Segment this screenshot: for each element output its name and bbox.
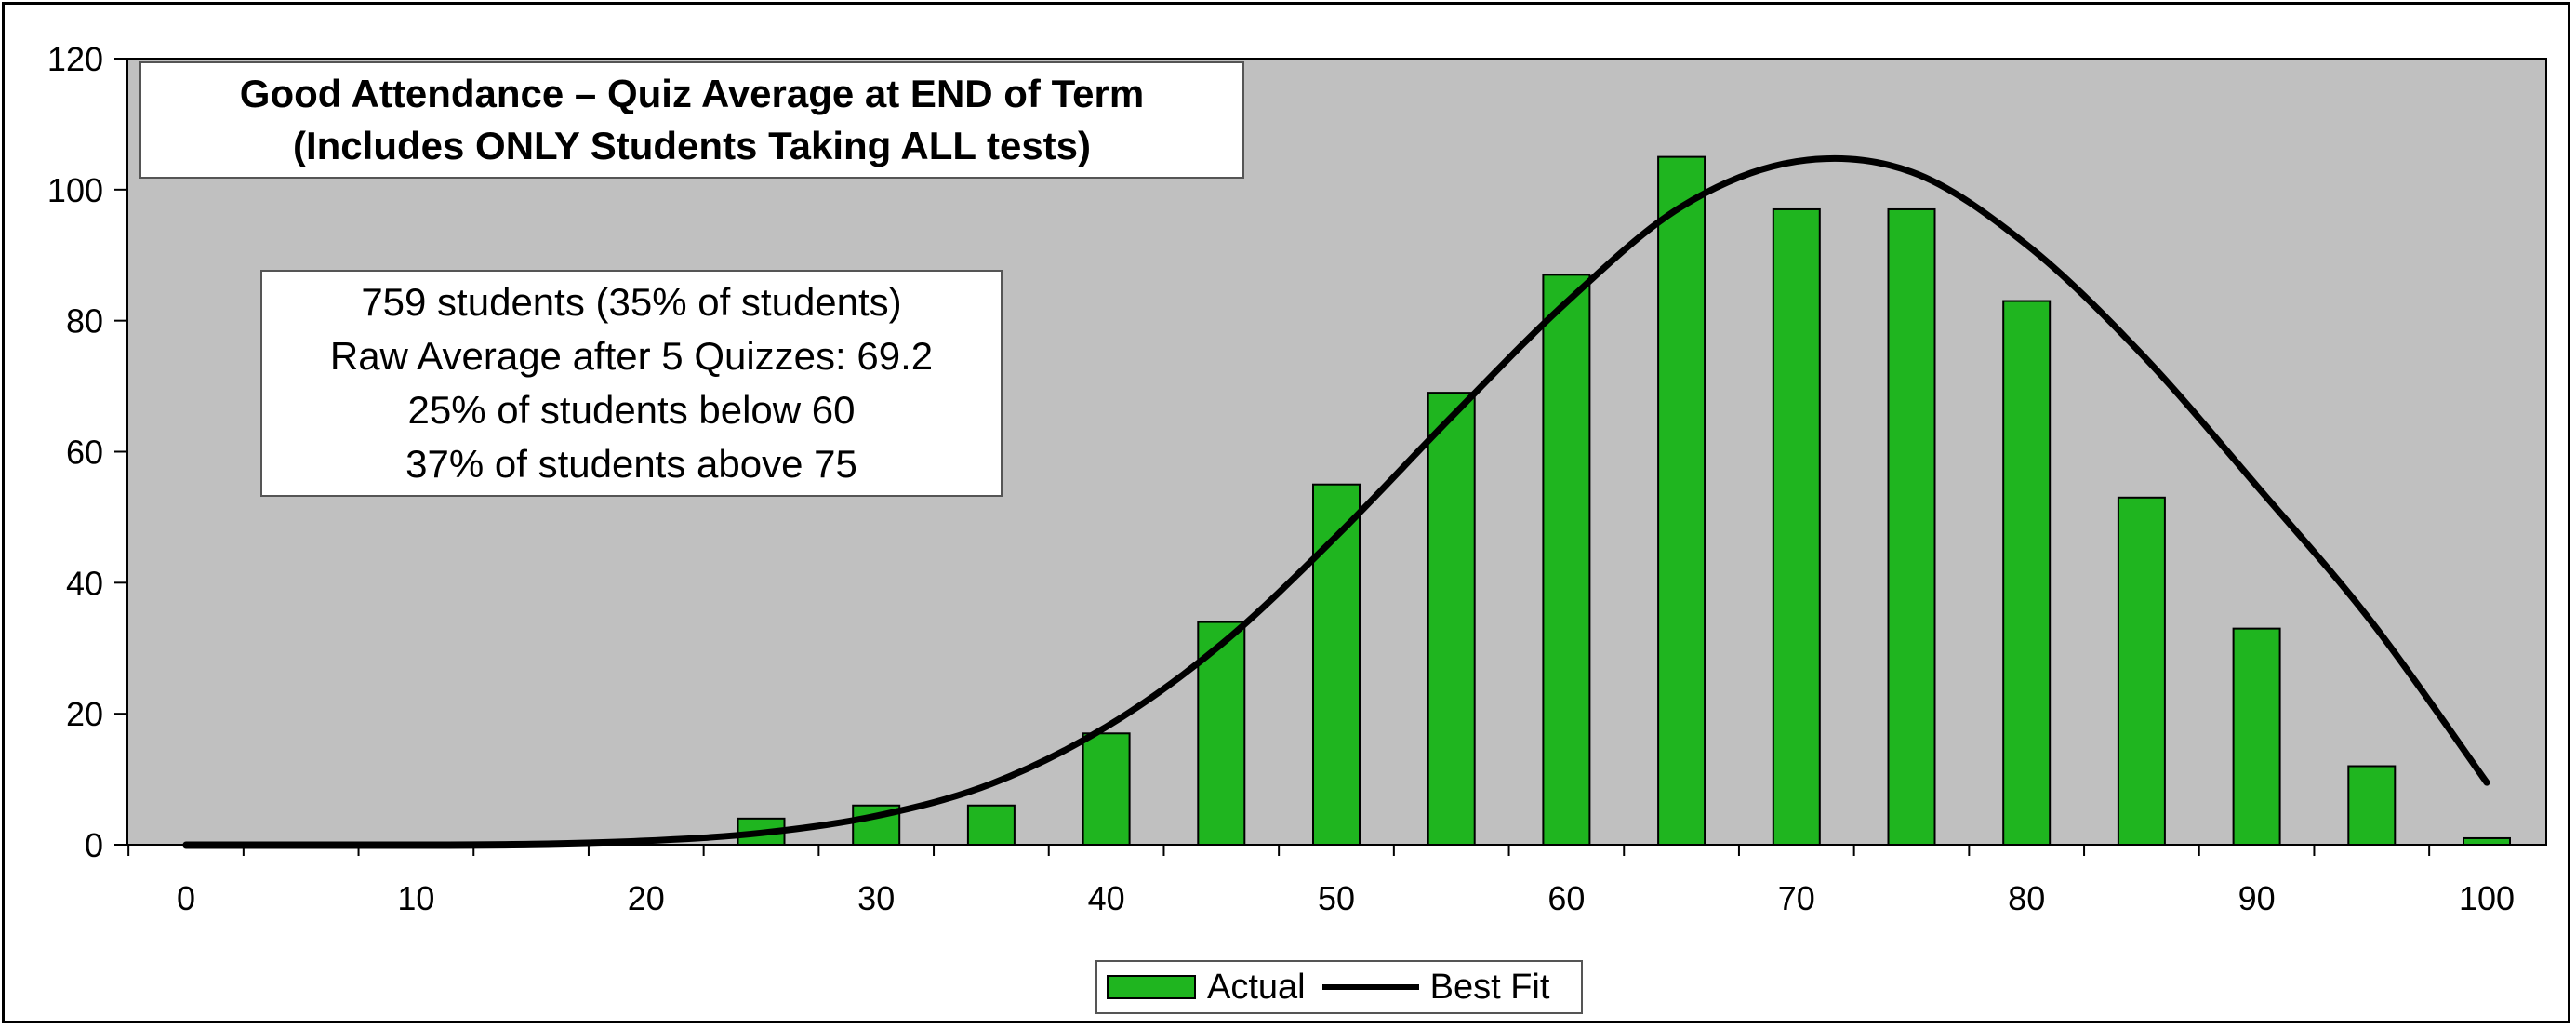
legend-swatch-actual [1107,975,1196,999]
bar-actual [1427,392,1476,846]
y-tick-label: 60 [66,434,103,472]
x-tick-label: 0 [177,879,195,917]
y-tick-label: 40 [66,564,103,602]
y-tick-label: 100 [47,171,103,209]
bar-actual [2002,300,2052,846]
y-axis: 0 20 40 60 80 100 120 [47,40,128,864]
x-tick-label: 90 [2238,879,2276,917]
annotation-line: 759 students (35% of students) [361,280,902,324]
annotation-line: 25% of students below 60 [407,388,856,432]
bar-actual [2347,765,2397,846]
y-tick-label: 20 [66,695,103,733]
bar-actual [1312,483,1361,846]
x-tick-label: 60 [1547,879,1585,917]
x-axis: 0 10 20 30 40 50 60 70 80 90 100 [127,844,2546,917]
annotation-line: 37% of students above 75 [405,442,857,486]
x-tick-label: 100 [2459,879,2515,917]
x-tick-label: 80 [2008,879,2045,917]
bar-actual [2463,836,2511,846]
bar-actual [1657,155,1706,846]
y-tick-label: 80 [66,302,103,341]
chart-title: Good Attendance – Quiz Average at END of… [239,72,1145,115]
annotation-line: Raw Average after 5 Quizzes: 69.2 [329,334,934,378]
bar-actual [1082,732,1131,847]
y-tick-label: 0 [85,826,103,864]
x-tick-label: 10 [397,879,434,917]
legend: Actual Best Fit [1095,960,1583,1014]
y-tick-label: 120 [47,40,103,78]
bar-actual [966,804,1016,846]
legend-label-actual: Actual [1207,967,1306,1007]
bar-series-actual [737,155,2511,847]
x-tick-label: 70 [1778,879,1815,917]
bar-actual [2117,496,2166,847]
x-tick-label: 20 [628,879,665,917]
bar-actual [1887,207,1936,847]
chart-subtitle: (Includes ONLY Students Taking ALL tests… [292,124,1092,167]
legend-swatch-best-fit [1321,984,1419,990]
line-series-best-fit [182,154,2490,849]
x-tick-label: 40 [1088,879,1125,917]
x-tick-label: 50 [1318,879,1355,917]
chart-title-box: Good Attendance – Quiz Average at END of… [139,61,1244,179]
bar-actual [1542,274,1591,846]
annotation-box: 759 students (35% of students) Raw Avera… [260,270,1003,497]
legend-label-best-fit: Best Fit [1429,967,1550,1007]
bar-actual [2232,627,2281,846]
bar-actual [1772,207,1821,847]
x-tick-label: 30 [857,879,895,917]
